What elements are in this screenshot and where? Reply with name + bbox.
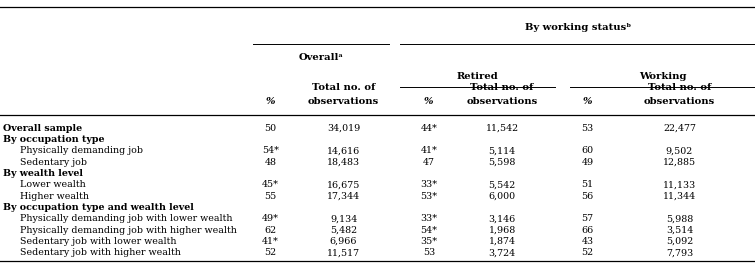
Text: Physically demanding job: Physically demanding job [20, 147, 143, 155]
Text: 12,885: 12,885 [663, 158, 696, 167]
Text: 52: 52 [581, 248, 593, 257]
Text: 48: 48 [264, 158, 276, 167]
Text: 45*: 45* [262, 180, 279, 189]
Text: 5,114: 5,114 [488, 147, 516, 155]
Text: Sedentary job: Sedentary job [20, 158, 87, 167]
Text: %: % [424, 97, 433, 105]
Text: 66: 66 [581, 226, 593, 235]
Text: 43: 43 [581, 237, 593, 246]
Text: 34,019: 34,019 [327, 124, 360, 133]
Text: 1,968: 1,968 [488, 226, 516, 235]
Text: 33*: 33* [421, 215, 437, 223]
Text: 33*: 33* [421, 180, 437, 189]
Text: 16,675: 16,675 [327, 180, 360, 189]
Text: 18,483: 18,483 [327, 158, 360, 167]
Text: 5,542: 5,542 [488, 180, 516, 189]
Text: 49*: 49* [262, 215, 279, 223]
Text: Retired: Retired [457, 73, 498, 81]
Text: 6,966: 6,966 [330, 237, 357, 246]
Text: 53: 53 [423, 248, 435, 257]
Text: 17,344: 17,344 [327, 192, 360, 201]
Text: 53: 53 [581, 124, 593, 133]
Text: 55: 55 [264, 192, 276, 201]
Text: 57: 57 [581, 215, 593, 223]
Text: 5,598: 5,598 [488, 158, 516, 167]
Text: observations: observations [644, 97, 715, 105]
Text: 3,724: 3,724 [488, 248, 516, 257]
Text: Overallᵃ: Overallᵃ [298, 53, 344, 62]
Text: 62: 62 [264, 226, 276, 235]
Text: 54*: 54* [262, 147, 279, 155]
Text: 9,134: 9,134 [330, 215, 357, 223]
Text: %: % [583, 97, 592, 105]
Text: 49: 49 [581, 158, 593, 167]
Text: 3,146: 3,146 [488, 215, 516, 223]
Text: Total no. of: Total no. of [312, 83, 375, 92]
Text: 54*: 54* [421, 226, 437, 235]
Text: 51: 51 [581, 180, 593, 189]
Text: 5,482: 5,482 [330, 226, 357, 235]
Text: 1,874: 1,874 [488, 237, 516, 246]
Text: 60: 60 [581, 147, 593, 155]
Text: Sedentary job with lower wealth: Sedentary job with lower wealth [20, 237, 176, 246]
Text: 56: 56 [581, 192, 593, 201]
Text: 41*: 41* [421, 147, 437, 155]
Text: Total no. of: Total no. of [648, 83, 711, 92]
Text: 14,616: 14,616 [327, 147, 360, 155]
Text: 5,092: 5,092 [666, 237, 693, 246]
Text: 3,514: 3,514 [666, 226, 693, 235]
Text: 35*: 35* [421, 237, 437, 246]
Text: 11,517: 11,517 [327, 248, 360, 257]
Text: 52: 52 [264, 248, 276, 257]
Text: By occupation type and wealth level: By occupation type and wealth level [3, 203, 194, 212]
Text: Working: Working [639, 73, 686, 81]
Text: %: % [266, 97, 275, 105]
Text: Higher wealth: Higher wealth [20, 192, 88, 201]
Text: 11,542: 11,542 [485, 124, 519, 133]
Text: By occupation type: By occupation type [3, 135, 104, 144]
Text: 5,988: 5,988 [666, 215, 693, 223]
Text: Physically demanding job with higher wealth: Physically demanding job with higher wea… [20, 226, 236, 235]
Text: Physically demanding job with lower wealth: Physically demanding job with lower weal… [20, 215, 232, 223]
Text: 53*: 53* [421, 192, 437, 201]
Text: 11,133: 11,133 [663, 180, 696, 189]
Text: 9,502: 9,502 [666, 147, 693, 155]
Text: By wealth level: By wealth level [3, 169, 83, 178]
Text: 6,000: 6,000 [488, 192, 516, 201]
Text: 7,793: 7,793 [666, 248, 693, 257]
Text: Lower wealth: Lower wealth [20, 180, 85, 189]
Text: 44*: 44* [421, 124, 437, 133]
Text: Total no. of: Total no. of [470, 83, 534, 92]
Text: Overall sample: Overall sample [3, 124, 82, 133]
Text: 50: 50 [264, 124, 276, 133]
Text: observations: observations [467, 97, 538, 105]
Text: 47: 47 [423, 158, 435, 167]
Text: 41*: 41* [262, 237, 279, 246]
Text: 11,344: 11,344 [663, 192, 696, 201]
Text: By working statusᵇ: By working statusᵇ [525, 23, 630, 32]
Text: observations: observations [308, 97, 379, 105]
Text: 22,477: 22,477 [663, 124, 696, 133]
Text: Sedentary job with higher wealth: Sedentary job with higher wealth [20, 248, 180, 257]
